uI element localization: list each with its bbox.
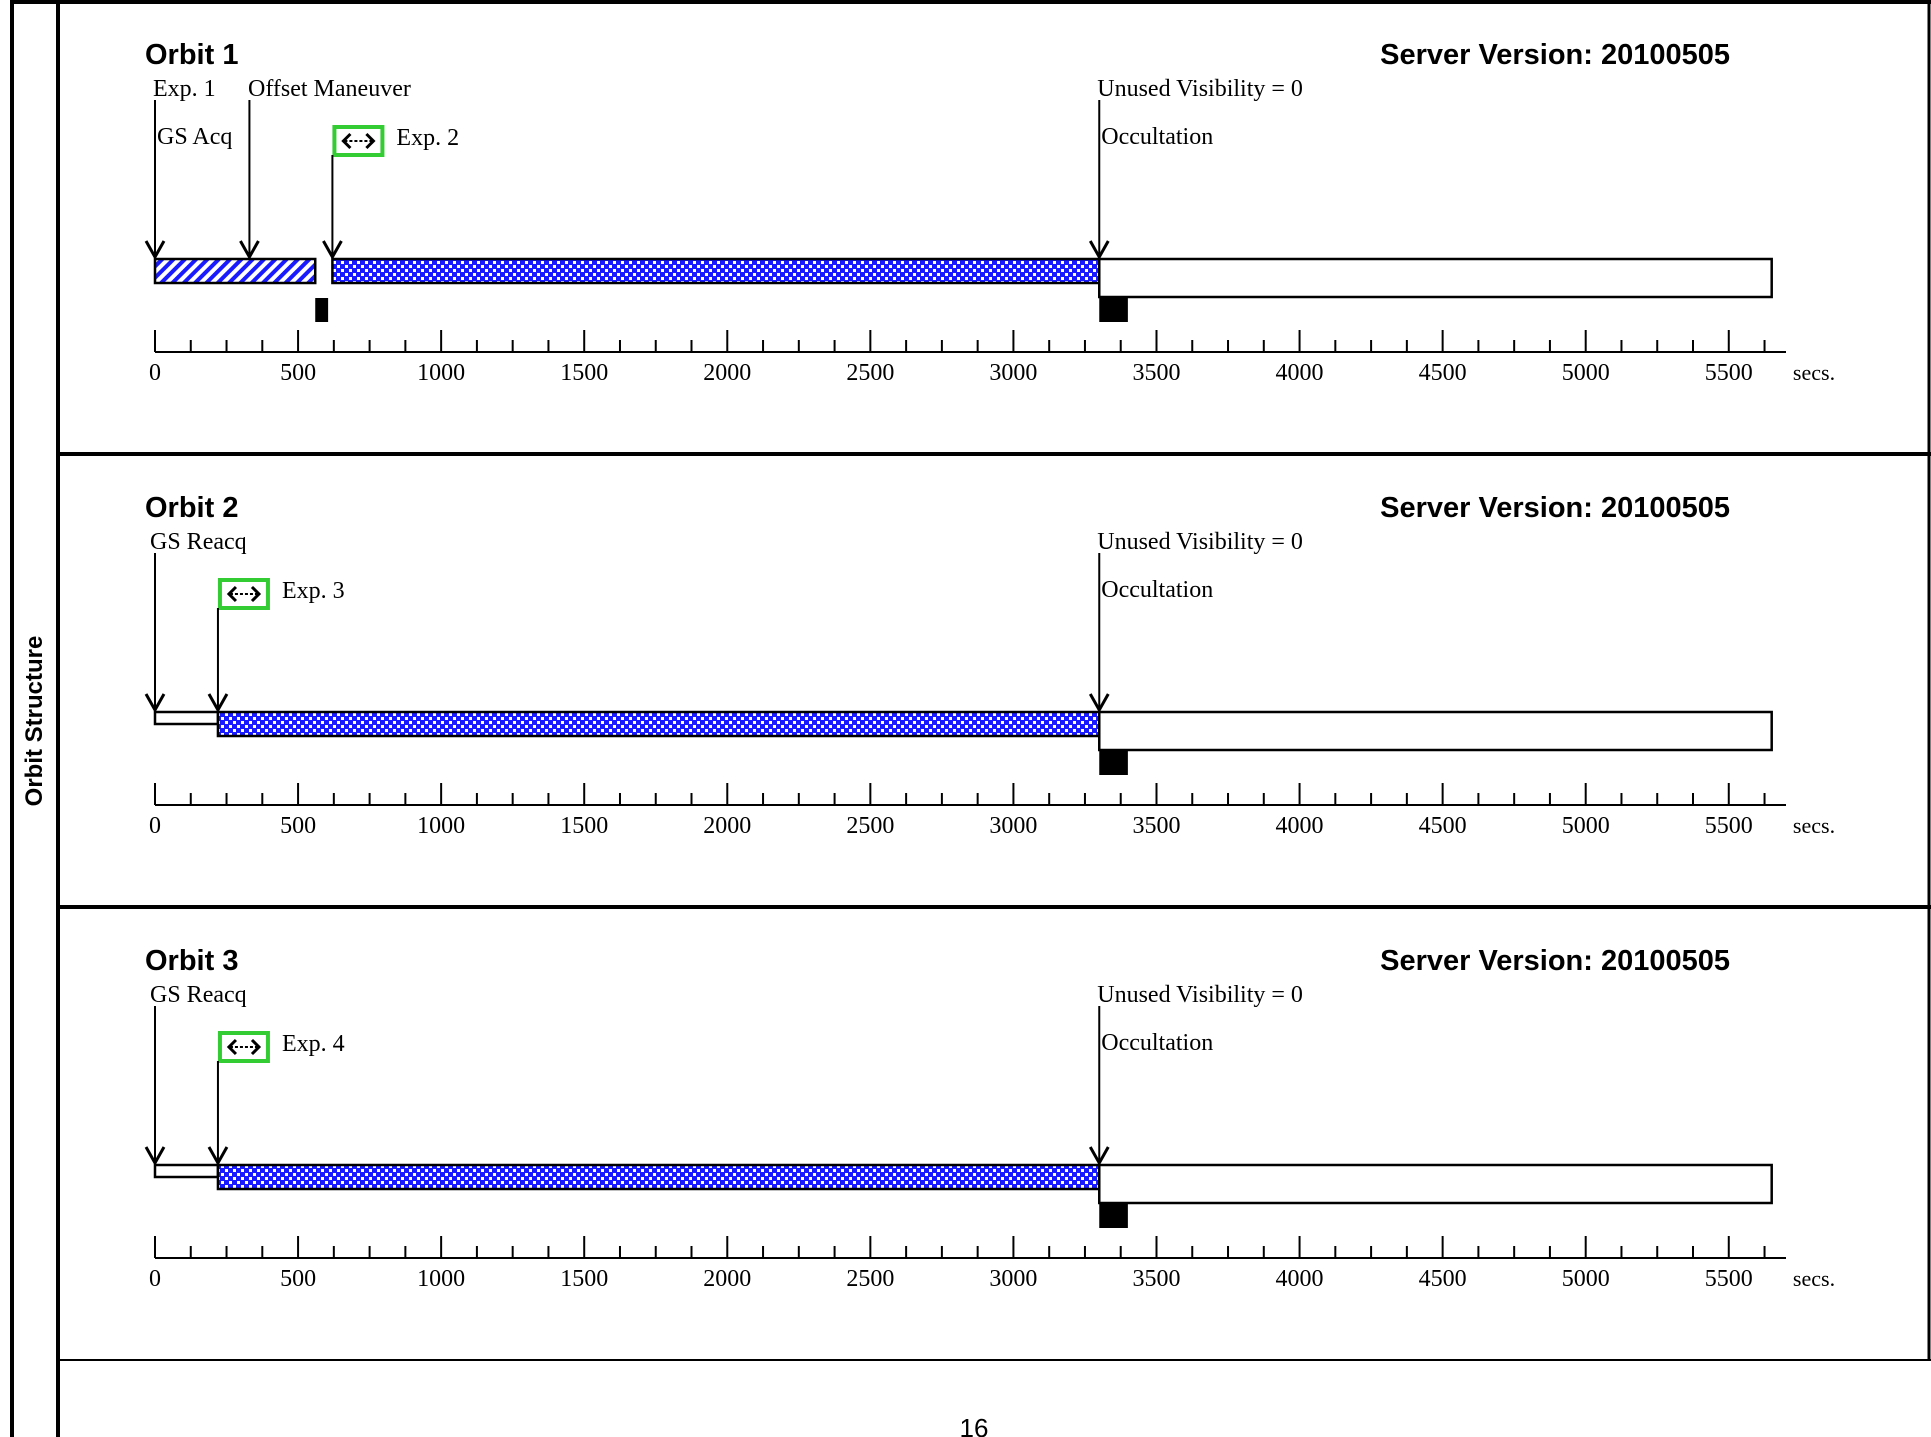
tick-label: 5500: [1705, 1266, 1753, 1292]
double-arrow-icon-right: [365, 132, 376, 150]
exposure-bar: [216, 1163, 1101, 1191]
tick-label: 1500: [560, 813, 608, 839]
double-arrow-icon-right: [250, 585, 262, 603]
exposure-label: Exp. 4: [282, 1031, 345, 1057]
exposure-bar: [331, 257, 1101, 285]
double-arrow-icon-left: [341, 132, 352, 150]
page-number: 16: [960, 1413, 989, 1437]
double-arrow-icon-left: [226, 585, 238, 603]
tick-label: 3500: [1132, 1266, 1180, 1292]
tick-label: 3500: [1132, 813, 1180, 839]
orbit-panel: Orbit 3 Server Version: 20100505 GS Reacq E…: [144, 945, 1835, 1292]
event-label: GS Reacq: [150, 529, 247, 555]
occultation-arrow-head: [1088, 240, 1110, 261]
tick-label: 4500: [1419, 813, 1467, 839]
tick-label: 3000: [989, 360, 1037, 386]
tick-label: 2500: [846, 360, 894, 386]
orbit-panel: Orbit 1 Server Version: 20100505 Exp. 1 Off…: [144, 39, 1835, 386]
event-arrow-head: [144, 240, 166, 261]
event-label: GS Reacq: [150, 982, 247, 1008]
tick-label: 5500: [1705, 813, 1753, 839]
tick-label: 500: [280, 813, 316, 839]
tick-label: 1500: [560, 1266, 608, 1292]
tick-label: 5000: [1562, 813, 1610, 839]
server-version: Server Version: 20100505: [1380, 492, 1730, 524]
server-version: Server Version: 20100505: [1380, 945, 1730, 977]
tick-label: 4500: [1419, 1266, 1467, 1292]
event-label: Exp. 1: [153, 76, 216, 102]
tick-label: 2000: [703, 813, 751, 839]
event-arrow-head: [144, 693, 166, 714]
tick-label: 4000: [1276, 1266, 1324, 1292]
tick-label: 5500: [1705, 360, 1753, 386]
axis-unit: secs.: [1793, 813, 1835, 838]
tick-label: 0: [149, 1266, 161, 1292]
tick-label: 1500: [560, 360, 608, 386]
timeline-bar: [1098, 710, 1773, 752]
orbit-title: Orbit 3: [145, 945, 238, 977]
tick-label: 4500: [1419, 360, 1467, 386]
occultation-label: Occultation: [1101, 124, 1213, 150]
event-arrow-head: [144, 1146, 166, 1167]
axis-unit: secs.: [1793, 360, 1835, 385]
exposure-label: Exp. 2: [396, 125, 459, 151]
tick-label: 1000: [417, 360, 465, 386]
exposure-bar: [216, 710, 1101, 738]
tick-label: 1000: [417, 813, 465, 839]
exposure-arrow-head: [207, 693, 229, 714]
timeline-bar: [1098, 257, 1773, 299]
server-version: Server Version: 20100505: [1380, 39, 1730, 71]
occultation-arrow-head: [1088, 693, 1110, 714]
occultation-arrow-head: [1088, 1146, 1110, 1167]
tick-label: 3000: [989, 1266, 1037, 1292]
tick-label: 2500: [846, 813, 894, 839]
data-block: [315, 298, 329, 322]
data-block: [1099, 1204, 1128, 1228]
tick-label: 0: [149, 360, 161, 386]
occultation-label: Occultation: [1101, 577, 1213, 603]
timeline-bar: [153, 1163, 220, 1179]
axis-unit: secs.: [1793, 1266, 1835, 1291]
data-block: [1099, 751, 1128, 775]
tick-label: 500: [280, 360, 316, 386]
double-arrow-icon-left: [226, 1038, 238, 1056]
tick-label: 2000: [703, 1266, 751, 1292]
tick-label: 5000: [1562, 360, 1610, 386]
event-label: Offset Maneuver: [248, 76, 411, 102]
unused-visibility-label: Unused Visibility = 0: [1097, 76, 1303, 102]
side-label: Orbit Structure: [21, 636, 48, 807]
tick-label: 1000: [417, 1266, 465, 1292]
tick-label: 3000: [989, 813, 1037, 839]
exposure-label: Exp. 3: [282, 578, 345, 604]
unused-visibility-label: Unused Visibility = 0: [1097, 982, 1303, 1008]
orbit-title: Orbit 2: [145, 492, 238, 524]
data-block: [1099, 298, 1128, 322]
tick-label: 0: [149, 813, 161, 839]
event-arrow-head: [239, 240, 260, 261]
orbit-panel: Orbit 2 Server Version: 20100505 GS Reacq E…: [144, 492, 1835, 839]
double-arrow-icon-right: [250, 1038, 262, 1056]
tick-label: 2000: [703, 360, 751, 386]
event-label: GS Acq: [157, 124, 232, 150]
acquisition-bar: [153, 257, 317, 285]
orbit-title: Orbit 1: [145, 39, 238, 71]
tick-label: 2500: [846, 1266, 894, 1292]
tick-label: 500: [280, 1266, 316, 1292]
occultation-label: Occultation: [1101, 1030, 1213, 1056]
tick-label: 4000: [1276, 360, 1324, 386]
orbits-layer: Orbit 1 Server Version: 20100505 Exp. 1 Off…: [144, 39, 1835, 1292]
tick-label: 4000: [1276, 813, 1324, 839]
exposure-arrow-head: [207, 1146, 229, 1167]
exposure-arrow-head: [322, 240, 343, 261]
timeline-bar: [1098, 1163, 1773, 1205]
timeline-bar: [153, 710, 220, 726]
unused-visibility-label: Unused Visibility = 0: [1097, 529, 1303, 555]
tick-label: 3500: [1132, 360, 1180, 386]
tick-label: 5000: [1562, 1266, 1610, 1292]
